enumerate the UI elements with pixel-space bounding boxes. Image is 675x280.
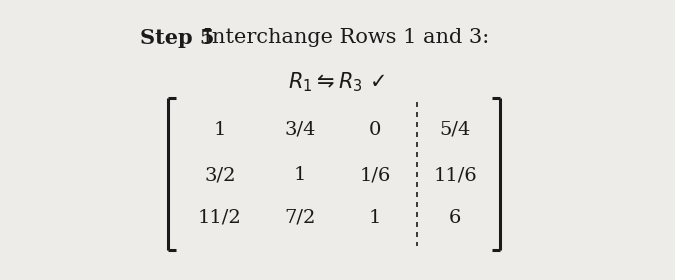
Text: 11/2: 11/2: [198, 209, 242, 227]
Text: Step 5: Step 5: [140, 28, 215, 48]
Text: 3/4: 3/4: [284, 121, 316, 139]
Text: 6: 6: [449, 209, 461, 227]
Text: 1: 1: [214, 121, 226, 139]
Text: 7/2: 7/2: [284, 209, 316, 227]
Text: 11/6: 11/6: [433, 166, 477, 184]
Text: 0: 0: [369, 121, 381, 139]
Text: 1/6: 1/6: [359, 166, 391, 184]
Text: 1: 1: [369, 209, 381, 227]
Text: 3/2: 3/2: [205, 166, 236, 184]
Text: $R_1 \leftrightharpoons R_3$ $\checkmark$: $R_1 \leftrightharpoons R_3$ $\checkmark…: [288, 70, 385, 94]
Text: 5/4: 5/4: [439, 121, 470, 139]
Text: Interchange Rows 1 and 3:: Interchange Rows 1 and 3:: [197, 28, 489, 47]
Text: 1: 1: [294, 166, 306, 184]
